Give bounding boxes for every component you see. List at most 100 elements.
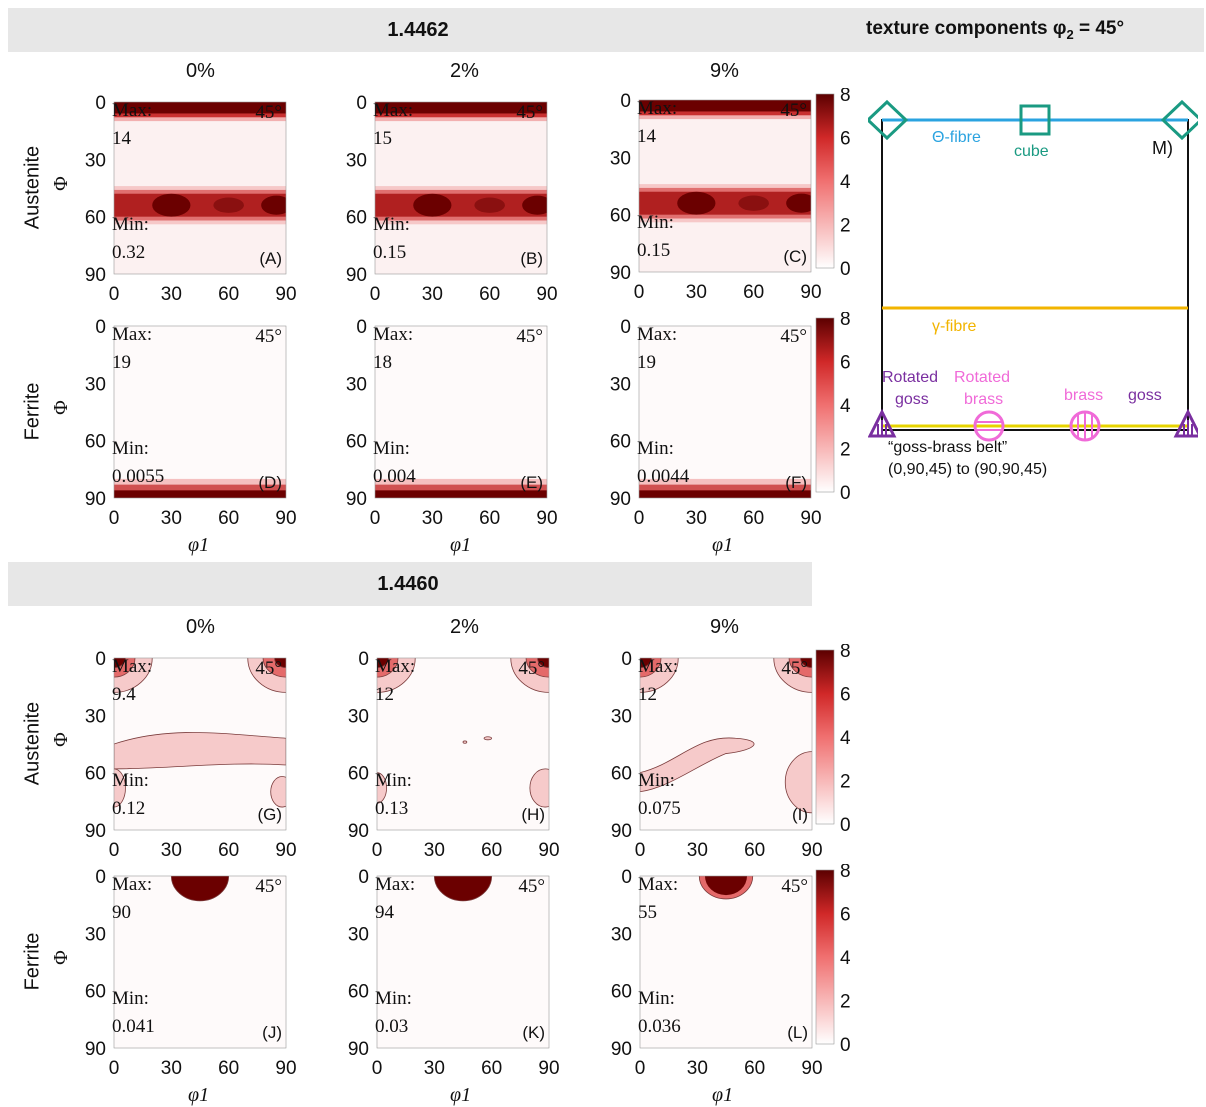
contour-band bbox=[639, 490, 811, 498]
max-label: Max: bbox=[637, 98, 677, 119]
colorbar-gradient bbox=[815, 649, 835, 825]
row-label-ferrite-bottom: Ferrite bbox=[21, 932, 44, 991]
max-value: 94 bbox=[375, 902, 395, 923]
x-tick-label: 0 bbox=[634, 508, 645, 529]
max-label: Max: bbox=[373, 324, 413, 345]
max-value: 19 bbox=[637, 352, 656, 373]
heatmap-background bbox=[377, 658, 549, 830]
x-tick-label: 30 bbox=[424, 1058, 445, 1079]
angle-label: 45° bbox=[255, 102, 282, 123]
min-value: 0.15 bbox=[637, 240, 670, 261]
x-tick-label: 60 bbox=[479, 508, 500, 529]
y-tick-label: 60 bbox=[346, 432, 367, 453]
colorbar-tick: 2 bbox=[840, 772, 851, 793]
plot-frame bbox=[113, 875, 287, 1049]
contour-lobe bbox=[640, 737, 755, 793]
y-tick-label: 0 bbox=[621, 867, 632, 888]
x-tick-label: 90 bbox=[275, 284, 296, 305]
heatmap-contours bbox=[114, 658, 286, 808]
x-tick-label: 0 bbox=[109, 840, 120, 861]
y-tick-label: 60 bbox=[610, 206, 631, 227]
y-tick-label: 30 bbox=[85, 706, 106, 727]
y-tick-label: 90 bbox=[85, 489, 106, 510]
colorbar-tick: 4 bbox=[840, 728, 851, 749]
angle-label: 45° bbox=[255, 326, 282, 347]
y-tick-label: 90 bbox=[85, 1039, 106, 1060]
contour-lobe bbox=[152, 193, 191, 217]
colorbar-tick: 6 bbox=[840, 129, 851, 150]
max-value: 90 bbox=[112, 902, 131, 923]
heatmap-contours bbox=[114, 102, 286, 225]
angle-label: 45° bbox=[516, 326, 543, 347]
max-value: 18 bbox=[373, 352, 392, 373]
panel-label: (E) bbox=[520, 473, 543, 492]
y-tick-label: 60 bbox=[348, 764, 369, 785]
y-tick-label: 60 bbox=[85, 764, 106, 785]
max-value: 12 bbox=[638, 684, 657, 705]
panel-label: (J) bbox=[262, 1023, 282, 1042]
angle-label: 45° bbox=[780, 326, 807, 347]
odf-heatmap-svg: 0 0 30 30 60 60 90 90 Max: 90 Min: 0.041 45° (J) bbox=[85, 867, 297, 1079]
contour-lobe bbox=[529, 768, 549, 808]
y-tick-label: 0 bbox=[358, 867, 369, 888]
x-tick-label: 60 bbox=[744, 1058, 765, 1079]
heatmap-contours bbox=[639, 478, 811, 498]
colorbar-ferrite-bottom: 0 2 4 6 8 bbox=[815, 864, 851, 1054]
odf-heatmap-svg: 0 0 30 30 60 60 90 90 Max: 19 Min: 0.0055 45° (D) bbox=[85, 317, 297, 529]
contour-lobe bbox=[786, 193, 811, 213]
colorbar-tick: 2 bbox=[840, 216, 851, 237]
panel-label: (A) bbox=[259, 249, 282, 268]
y-tick-label: 30 bbox=[610, 374, 631, 395]
x-tick-label: 30 bbox=[686, 282, 707, 303]
y-tick-label: 0 bbox=[95, 867, 106, 888]
y-tick-label: 0 bbox=[95, 317, 106, 338]
x-tick-label: 0 bbox=[109, 508, 120, 529]
contour-lobe bbox=[114, 732, 286, 770]
heatmap-background bbox=[639, 326, 811, 498]
min-label: Min: bbox=[375, 988, 412, 1009]
plot-frame bbox=[113, 657, 287, 831]
contour-lobe bbox=[474, 197, 505, 213]
panel-label: (G) bbox=[257, 805, 282, 824]
contour-lobe bbox=[800, 658, 812, 668]
colorbar-austenite-top: 0 2 4 6 8 bbox=[815, 88, 851, 278]
rotated-brass-marker bbox=[973, 410, 1005, 442]
heatmap-contours bbox=[114, 478, 286, 498]
contour-lobe bbox=[170, 876, 230, 902]
min-value: 0.12 bbox=[112, 798, 145, 819]
max-label: Max: bbox=[375, 656, 415, 677]
x-tick-label: 30 bbox=[161, 840, 182, 861]
colorbar-tick: 6 bbox=[840, 685, 851, 706]
contour-lobe bbox=[114, 658, 126, 668]
y-tick-label: 60 bbox=[611, 764, 632, 785]
y-tick-label: 0 bbox=[358, 649, 369, 670]
max-label: Max: bbox=[112, 874, 152, 895]
heatmap-background bbox=[377, 876, 549, 1048]
max-value: 19 bbox=[112, 352, 131, 373]
heatmap-background bbox=[114, 326, 286, 498]
x-tick-label: 90 bbox=[275, 840, 296, 861]
banner-title-1.4460: 1.4460 bbox=[377, 572, 439, 595]
min-label: Min: bbox=[112, 988, 149, 1009]
panel-label: (D) bbox=[258, 473, 282, 492]
contour-lobe bbox=[261, 195, 286, 215]
contour-lobe bbox=[377, 658, 389, 668]
odf-heatmap-svg: 0 0 30 30 60 60 90 90 Max: 55 Min: 0.036 45° (L) bbox=[611, 867, 823, 1079]
y-tick-label: 60 bbox=[85, 982, 106, 1003]
x-tick-label: 60 bbox=[744, 840, 765, 861]
x-tick-label: 60 bbox=[218, 508, 239, 529]
y-tick-label: 30 bbox=[346, 150, 367, 171]
xlabel-phi1-d: φ1 bbox=[188, 534, 210, 556]
y-tick-label: 0 bbox=[95, 93, 106, 114]
heatmap-contours bbox=[433, 876, 493, 902]
panel-label: (K) bbox=[522, 1023, 545, 1042]
x-tick-label: 30 bbox=[424, 840, 445, 861]
y-tick-label: 0 bbox=[95, 649, 106, 670]
odf-heatmap-svg: 0 0 30 30 60 60 90 90 Max: 9.4 Min: 0.12 45° (G) bbox=[85, 649, 297, 861]
min-label: Min: bbox=[638, 988, 675, 1009]
min-value: 0.0055 bbox=[112, 466, 164, 487]
contour-lobe bbox=[537, 658, 549, 668]
banner-1.4462: 1.4462 texture components φ2 = 45° bbox=[8, 8, 1204, 52]
y-tick-label: 30 bbox=[348, 706, 369, 727]
colorbar-tick: 0 bbox=[840, 259, 851, 278]
